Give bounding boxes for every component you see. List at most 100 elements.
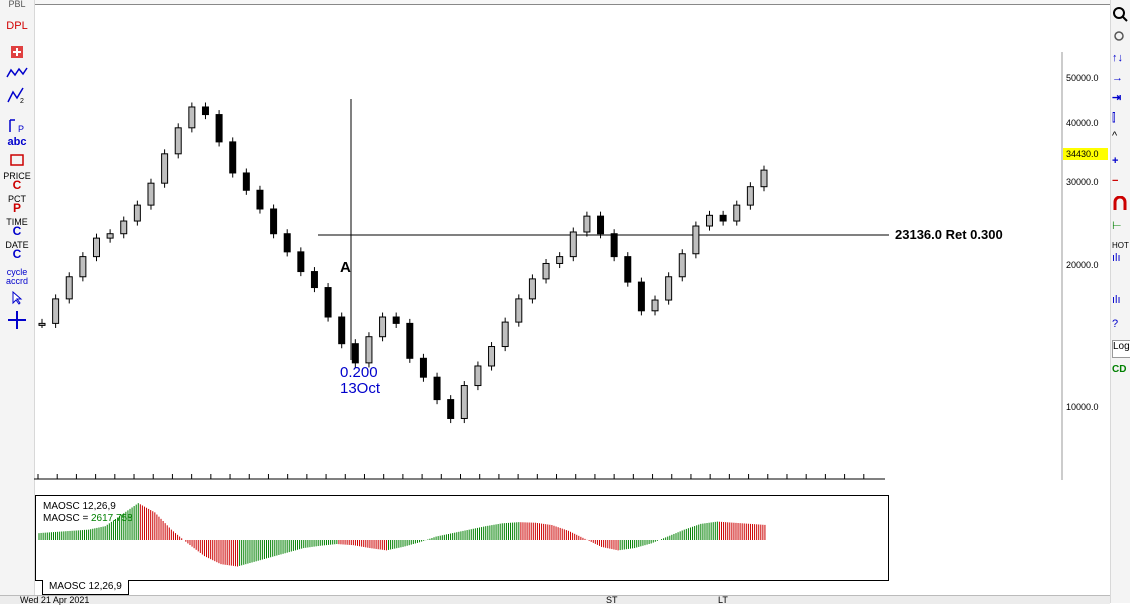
pointer-arrow-icon[interactable]	[0, 290, 34, 307]
candlestick-series	[38, 102, 768, 424]
candle-body	[488, 346, 496, 367]
candle-body	[201, 106, 209, 116]
candle-body	[38, 322, 46, 326]
hot-label[interactable]: HOT	[1112, 241, 1129, 250]
rectangle-tool-icon[interactable]	[0, 154, 34, 168]
maosc-histogram	[38, 503, 766, 567]
candle-body	[719, 214, 727, 222]
status-date: Wed 21 Apr 2021	[20, 595, 90, 605]
status-st: ST	[606, 595, 618, 605]
log-scale-toggle[interactable]: Log	[1112, 340, 1130, 358]
caret-icon[interactable]: ^	[1112, 130, 1118, 142]
pitchfork-tool-icon[interactable]: P	[0, 118, 34, 136]
date-axis: 2023JulJul182529Aug152226Sep121926Oct101…	[37, 474, 865, 479]
time-tool-label[interactable]: TIME	[6, 217, 28, 227]
date-tool-letter[interactable]: C	[12, 247, 22, 261]
bracket-icon[interactable]: ⊢	[1112, 220, 1122, 232]
cd-button[interactable]: CD	[1112, 364, 1127, 375]
candle-body	[474, 365, 482, 387]
next-bar-icon[interactable]: ⇥	[1112, 92, 1122, 104]
bars-icon[interactable]: ⫿	[1112, 112, 1116, 124]
price-axis: 50000.0 40000.0 30000.0 20000.0 10000.0	[1066, 73, 1099, 412]
up-down-arrows-icon[interactable]: ↑↓	[1112, 52, 1123, 64]
current-price-label: 34430.0	[1066, 149, 1099, 159]
date-tool-label[interactable]: DATE	[5, 240, 29, 250]
bar-tool-icon[interactable]	[0, 44, 34, 62]
price-tool-label[interactable]: PRICE	[3, 171, 31, 181]
candle-body	[651, 299, 659, 312]
svg-text:P: P	[18, 124, 24, 134]
right-toolbar	[1110, 0, 1130, 603]
candle-body	[52, 298, 60, 324]
minus-icon[interactable]: −	[1112, 175, 1119, 187]
right-arrow-icon[interactable]: →	[1112, 72, 1123, 84]
price-tool-letter[interactable]: C	[12, 178, 22, 192]
candle-body	[678, 253, 686, 278]
candle-body	[447, 399, 455, 419]
magnet-icon[interactable]	[1112, 195, 1130, 215]
title-strip	[34, 0, 1110, 5]
candle-body	[692, 225, 700, 255]
candle-body	[583, 215, 591, 233]
candle-body	[161, 153, 169, 184]
plus-icon[interactable]: +	[1112, 155, 1119, 167]
candle-body	[283, 233, 291, 253]
candle-body	[392, 316, 400, 324]
candle-body	[120, 220, 128, 235]
crosshair-icon[interactable]	[0, 310, 34, 332]
chart-type-icon[interactable]: ılı	[1112, 252, 1121, 264]
time-tool-letter[interactable]: C	[12, 224, 22, 238]
marker-a-label: A	[340, 259, 351, 276]
price-chart[interactable]: 50000.0 40000.0 30000.0 20000.0 10000.0 …	[34, 4, 1110, 480]
candle-body	[256, 189, 264, 210]
bar-chart-icon[interactable]: ılı	[1112, 294, 1121, 306]
candle-body	[174, 127, 182, 155]
candle-body	[242, 172, 250, 191]
candle-body	[229, 141, 237, 174]
status-bar: Wed 21 Apr 2021 ST LT	[0, 595, 1110, 605]
price-tick-label: 50000.0	[1066, 73, 1099, 83]
accrd-tool-label[interactable]: accrd	[5, 276, 28, 286]
oscillator-value: 2617.758	[91, 513, 133, 524]
candle-body	[542, 262, 550, 280]
candle-body	[665, 276, 673, 301]
text-tool-abc[interactable]: abc	[7, 136, 27, 148]
candle-body	[637, 281, 645, 312]
search-icon[interactable]	[1112, 30, 1130, 47]
price-tick-label: 30000.0	[1066, 177, 1099, 187]
candle-body	[706, 214, 714, 227]
candle-body	[351, 343, 359, 364]
candle-body	[147, 182, 155, 206]
status-lt: LT	[718, 595, 728, 605]
wave-tool-icon[interactable]	[0, 66, 34, 82]
oscillator-title: MAOSC 12,26,9	[43, 501, 116, 512]
zoom-icon[interactable]	[1112, 6, 1130, 25]
pct-tool-label[interactable]: PCT	[8, 194, 26, 204]
toolbar-dpl-label[interactable]: DPL	[6, 20, 28, 32]
cycle-tool-label[interactable]: cycle	[6, 267, 28, 277]
vertical-ratio-label: 0.200	[340, 364, 378, 381]
candle-body	[338, 316, 346, 345]
candle-body	[215, 114, 223, 143]
oscillator-tab[interactable]: MAOSC 12,26,9	[42, 580, 129, 595]
candle-body	[515, 298, 523, 323]
candle-body	[65, 276, 73, 300]
elliott-count-icon[interactable]: 2	[0, 86, 34, 106]
toolbar-pbl-label[interactable]: PBL	[8, 0, 26, 9]
candle-body	[569, 231, 577, 258]
candle-body	[501, 321, 509, 348]
current-price-highlight	[1063, 148, 1108, 160]
pct-tool-letter[interactable]: P	[12, 201, 21, 215]
candle-body	[760, 169, 768, 188]
candle-body	[133, 204, 141, 222]
candle-body	[188, 106, 196, 129]
candle-body	[733, 204, 741, 222]
candle-body	[324, 287, 332, 318]
price-tick-label: 40000.0	[1066, 118, 1099, 128]
help-icon[interactable]: ?	[1112, 318, 1119, 330]
retracement-label: 23136.0 Ret 0.300	[895, 227, 1003, 242]
candle-body	[406, 322, 414, 359]
oscillator-pane[interactable]: MAOSC 12,26,9 MAOSC = 2617.758	[35, 495, 889, 581]
candle-body	[379, 316, 387, 338]
